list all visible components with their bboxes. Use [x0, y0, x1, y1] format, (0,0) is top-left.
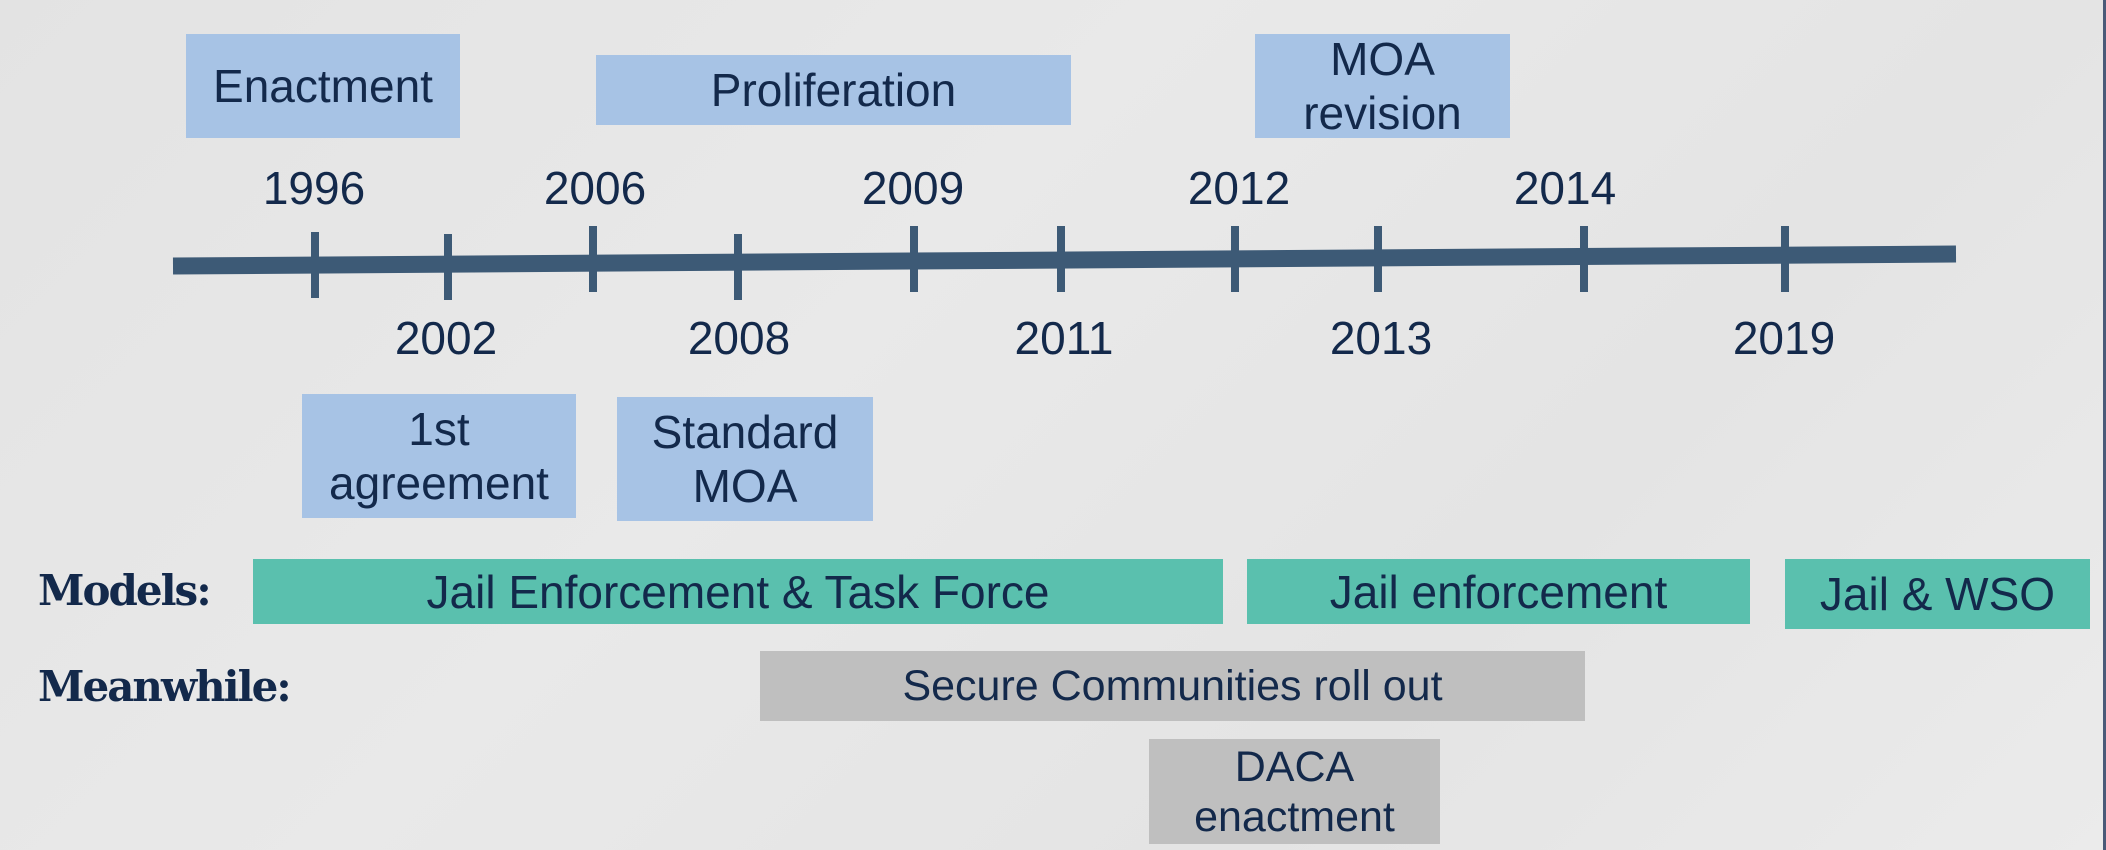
- model-jail-enforcement-task-force: Jail Enforcement & Task Force: [253, 559, 1223, 624]
- milestone-proliferation: Proliferation: [596, 55, 1071, 125]
- year-label: 2013: [1329, 312, 1433, 364]
- meanwhile-label: Meanwhile:: [38, 662, 292, 711]
- milestone-moa-revision: MOA revision: [1255, 33, 1510, 139]
- year-label: 2006: [543, 162, 647, 214]
- year-label: 2009: [861, 162, 965, 214]
- year-label: 2011: [1014, 312, 1114, 364]
- meanwhile-daca-enactment: DACA enactment: [1149, 739, 1440, 844]
- milestone-enactment: Enactment: [186, 34, 460, 138]
- year-label: 2002: [394, 312, 498, 364]
- year-label: 2012: [1187, 162, 1291, 214]
- year-label: 2008: [687, 312, 791, 364]
- milestone-standard-moa: Standard MOA: [617, 397, 873, 521]
- right-edge-border: [2103, 0, 2106, 850]
- year-label: 2014: [1513, 162, 1617, 214]
- model-jail-enforcement: Jail enforcement: [1247, 559, 1750, 624]
- year-label: 1996: [262, 162, 366, 214]
- models-label: Models:: [38, 566, 212, 615]
- meanwhile-secure-communities: Secure Communities roll out: [760, 651, 1585, 721]
- milestone-first-agreement: 1st agreement: [302, 394, 576, 518]
- year-label: 2019: [1732, 312, 1836, 364]
- model-jail-wso: Jail & WSO: [1785, 559, 2090, 629]
